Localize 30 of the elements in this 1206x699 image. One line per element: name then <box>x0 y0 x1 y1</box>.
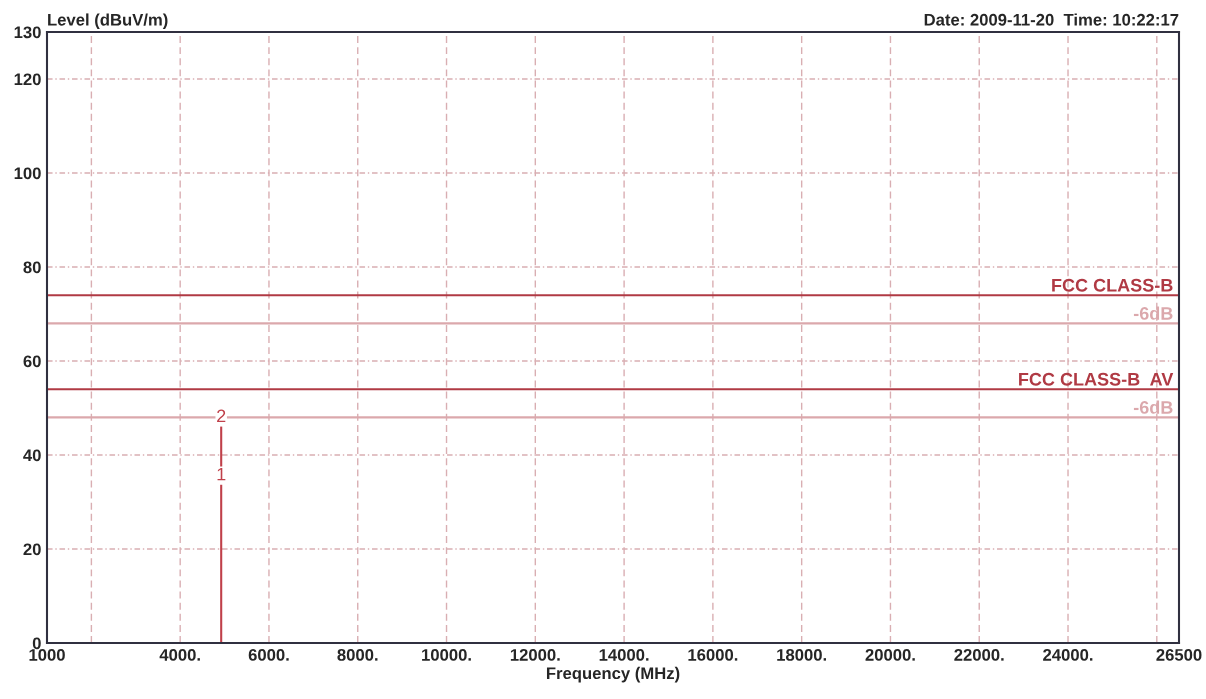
y-axis-title: Level (dBuV/m) <box>48 13 168 29</box>
x-tick-label: 4000. <box>159 649 200 661</box>
x-tick-label: 16000. <box>688 649 738 661</box>
ref-line-label: FCC CLASS-B <box>1052 278 1173 292</box>
x-tick-label: 18000. <box>777 649 827 661</box>
ref-line-label: -6dB <box>1133 400 1173 414</box>
x-tick-label: 24000. <box>1043 649 1093 661</box>
x-tick-label: 26500 <box>1156 649 1202 661</box>
x-tick-label: 8000. <box>337 649 378 661</box>
y-tick-label: 0 <box>32 637 41 650</box>
ref-line-label: FCC CLASS-B AV <box>1019 372 1174 386</box>
x-tick-label: 20000. <box>865 649 915 661</box>
text: Date: 2009-11-20 Time: 10:22:17 <box>924 13 1179 26</box>
y-tick-label: 40 <box>23 449 41 462</box>
y-tick-label: 120 <box>14 73 41 86</box>
y-tick-label: 130 <box>14 26 41 39</box>
x-tick-label: 14000. <box>599 649 649 661</box>
y-tick-label: 60 <box>23 355 41 368</box>
y-tick-label: 100 <box>14 167 41 180</box>
x-tick-label: 1000 <box>29 649 65 661</box>
annotation: 2 <box>217 409 226 423</box>
y-tick-label: 20 <box>23 543 41 556</box>
annotation: 1 <box>217 467 226 481</box>
x-tick-label: 22000. <box>954 649 1004 661</box>
ref-line-label: -6dB <box>1133 306 1173 320</box>
x-tick-label: 10000. <box>422 649 471 661</box>
x-tick-label: 12000. <box>510 649 560 661</box>
y-tick-label: 80 <box>23 261 41 274</box>
x-axis-title: Frequency (MHz) <box>546 666 680 683</box>
x-tick-label: 6000. <box>248 649 289 661</box>
